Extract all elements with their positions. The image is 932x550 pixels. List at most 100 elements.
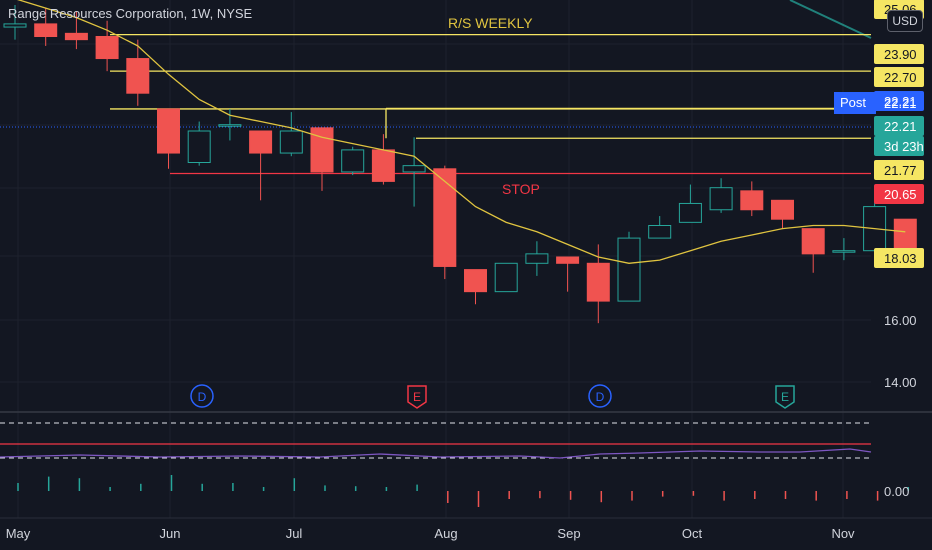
time-axis: May Jun Jul Aug Sep Oct Nov [6,526,855,541]
candle[interactable] [648,216,672,239]
event-marker-letter: D [198,390,207,404]
price-axis-tick: 14.00 [884,375,917,390]
candle[interactable] [3,5,27,40]
candle[interactable] [34,8,58,46]
candle-body [832,250,856,253]
currency-button[interactable]: USD [887,10,923,32]
candle[interactable] [218,108,242,141]
time-axis-label: May [6,526,31,541]
candle-body [187,130,211,163]
price-tag: 18.03 [874,248,924,268]
price-tag-bg [874,184,924,204]
earnings-event-marker[interactable]: E [775,385,795,409]
price-tag-label: 20.65 [884,187,917,202]
oscillator-line [0,448,872,459]
oscillator-axis-tick: 0.00 [884,484,909,499]
candle[interactable] [279,112,303,157]
candle[interactable] [157,108,180,169]
candle[interactable] [433,165,457,280]
candle-body [617,237,641,302]
price-tag-label: 21.77 [884,163,917,178]
candle[interactable] [771,199,794,229]
candle-body [95,36,119,60]
price-tag-bg [874,44,924,64]
candle-body [249,130,273,154]
candle[interactable] [678,184,702,223]
candle[interactable] [187,121,211,166]
candle[interactable] [95,20,119,72]
candle-body [586,262,610,302]
candle[interactable] [556,256,580,292]
candle-body [64,32,88,41]
candle[interactable] [525,241,549,276]
price-tag: 3d 23h [874,136,924,156]
price-tag-label: 22.21 [884,119,917,134]
event-marker-shape [588,384,612,408]
candle-body [402,165,426,173]
trendline[interactable] [789,0,872,39]
candle[interactable] [586,244,610,324]
candle[interactable] [249,130,273,201]
candle-body [218,124,242,127]
oscillator-histogram [17,475,910,507]
candle[interactable] [801,228,825,273]
earnings-event-marker[interactable]: E [407,385,427,409]
price-tag-label: 18.03 [884,251,917,266]
grid [0,0,932,519]
dividend-event-marker[interactable]: D [190,384,214,408]
candle[interactable] [832,238,856,261]
candle[interactable] [893,218,917,257]
candle[interactable] [740,181,764,217]
price-tag: 22.21 [874,116,924,136]
dividend-event-marker[interactable]: D [588,384,612,408]
price-tag-bg [874,160,924,180]
candle-body [464,269,487,293]
event-marker-letter: E [781,390,789,404]
candle[interactable] [371,134,395,185]
time-axis-label: Jun [160,526,181,541]
candle-body [494,262,518,293]
price-tag: 20.65 [874,184,924,204]
price-tag: 22.21 [874,91,924,111]
candle-body [371,149,395,182]
price-tag: 23.90 [874,44,924,64]
time-axis-label: Jul [286,526,303,541]
event-marker-shape [190,384,214,408]
candle[interactable] [402,137,426,207]
candle-body [648,225,672,239]
symbol-title[interactable]: Range Resources Corporation, 1W, NYSE [8,6,253,21]
event-marker-shape [407,385,427,409]
price-tag-label: 23.90 [884,47,917,62]
price-axis-tick: 16.00 [884,313,917,328]
time-axis-label: Oct [682,526,703,541]
candle-body [126,58,150,94]
candle[interactable] [341,146,365,176]
event-marker-shape [775,385,795,409]
candle[interactable] [126,39,150,106]
candle-body [678,202,702,223]
candle-body [740,190,764,211]
price-tag-bg [874,91,924,111]
candle-body [157,108,180,154]
candle[interactable] [709,178,733,213]
time-axis-label: Aug [434,526,457,541]
rs-weekly-annotation[interactable]: R/S WEEKLY [448,15,533,31]
stop-annotation[interactable]: STOP [502,181,540,197]
post-market-price: 22.21 [884,96,917,111]
candle-body [709,187,733,211]
price-tag-label: 22.21 [884,94,917,109]
candle-body [525,253,549,264]
price-tag-bg [874,136,924,156]
candle[interactable] [464,269,487,305]
candle[interactable] [617,231,641,302]
candle[interactable] [494,262,518,293]
candle[interactable] [863,200,887,252]
horizontal-levels [110,33,871,175]
candle-body [279,130,303,154]
candle-body [771,199,794,220]
moving-average-line[interactable] [15,0,906,264]
price-tag-label: 3d 23h [884,139,924,154]
